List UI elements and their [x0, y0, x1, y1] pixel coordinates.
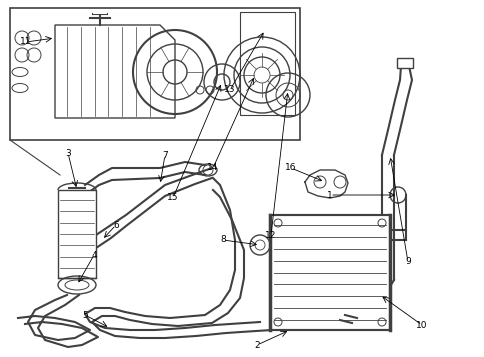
- Text: 16: 16: [285, 164, 296, 172]
- Bar: [396, 58, 412, 68]
- Text: 5: 5: [82, 311, 88, 320]
- Text: 12: 12: [265, 231, 276, 240]
- Text: 3: 3: [65, 149, 71, 157]
- Text: 14: 14: [207, 164, 218, 172]
- Text: 4: 4: [91, 251, 97, 260]
- Text: 1: 1: [326, 191, 332, 200]
- Bar: [58, 190, 96, 278]
- Bar: [270, 215, 389, 330]
- Text: 6: 6: [113, 221, 119, 230]
- Text: 7: 7: [162, 151, 167, 160]
- Text: 15: 15: [167, 193, 179, 202]
- Text: 2: 2: [254, 341, 259, 350]
- Text: 13: 13: [224, 85, 235, 95]
- Bar: [10, 8, 300, 140]
- Text: 10: 10: [415, 321, 427, 330]
- Bar: [240, 12, 294, 115]
- Text: 11: 11: [20, 37, 31, 46]
- Text: 9: 9: [404, 257, 410, 266]
- Text: 8: 8: [220, 236, 226, 245]
- Bar: [93, 10, 107, 14]
